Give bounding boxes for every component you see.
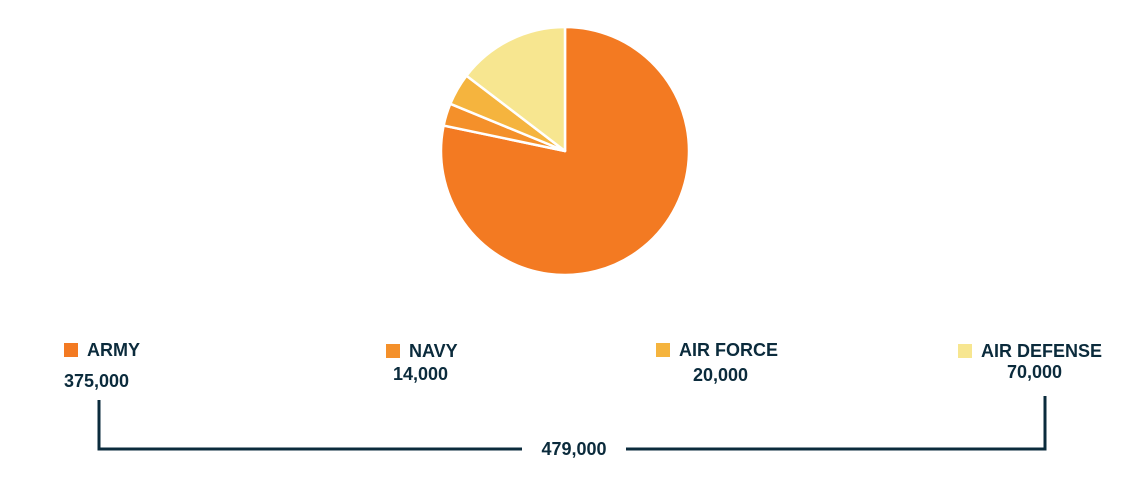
legend-value-air-defense: 70,000 (1007, 362, 1063, 382)
legend-label-air-force: AIR FORCE (679, 340, 778, 360)
total-label: 479,000 (522, 439, 626, 459)
legend-value-air-force: 20,000 (693, 365, 749, 385)
legend-swatch-air-force (656, 343, 670, 357)
legend-label-army: ARMY (87, 340, 140, 360)
pie-chart (439, 25, 691, 277)
legend-label-navy: NAVY (409, 341, 458, 361)
legend-value-navy: 14,000 (393, 364, 449, 384)
legend-label-air-defense: AIR DEFENSE (981, 341, 1103, 361)
legend-swatch-navy (386, 344, 400, 358)
legend-swatch-army (64, 343, 78, 357)
legend-item-army: ARMY 375,000 (64, 340, 140, 391)
legend-item-air-defense: AIR DEFENSE 70,000 (958, 341, 1102, 382)
legend-swatch-air-defense (958, 344, 972, 358)
legend-value-army: 375,000 (64, 371, 130, 391)
legend-item-navy: NAVY 14,000 (386, 341, 458, 384)
legend-item-air-force: AIR FORCE 20,000 (656, 340, 778, 385)
pie-slice-air-defense (465, 25, 567, 153)
